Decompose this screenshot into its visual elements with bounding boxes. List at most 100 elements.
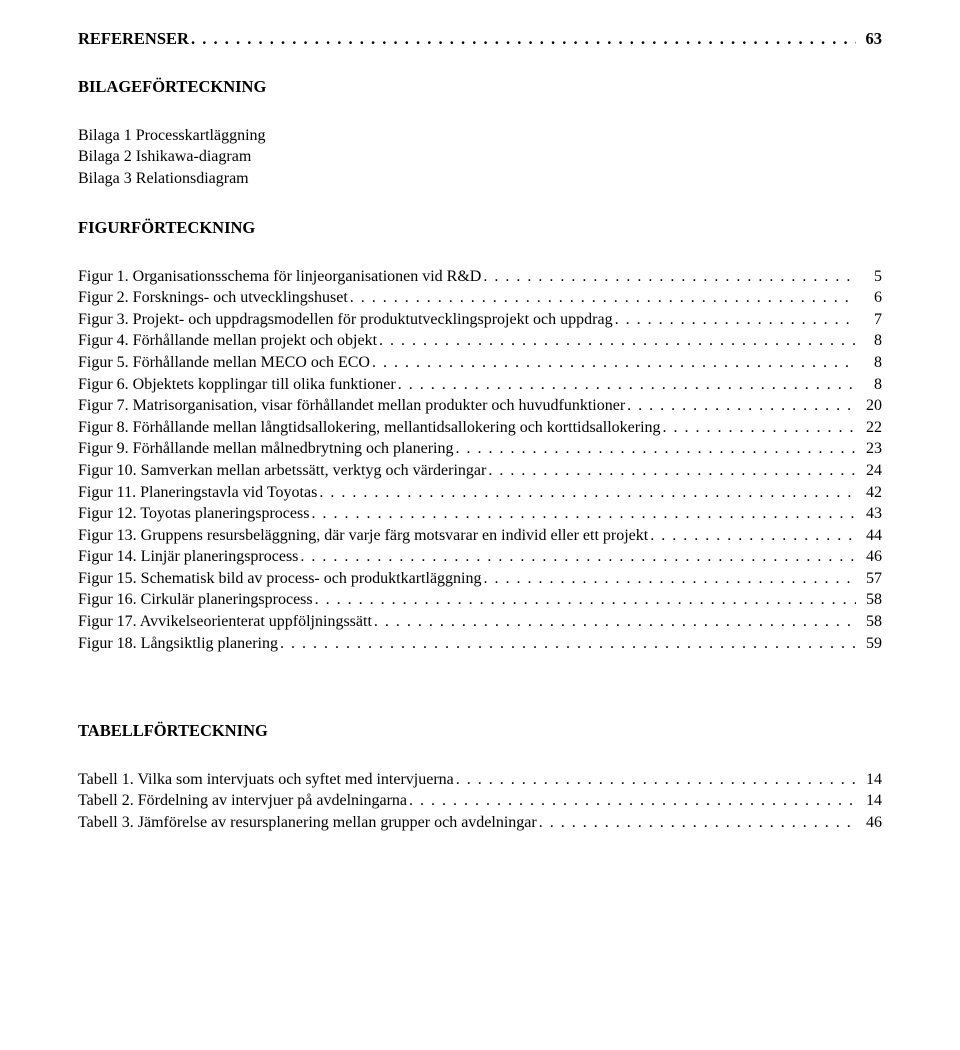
toc-dots: . . . . . . . . . . . . . . . . . . . . … bbox=[379, 330, 856, 352]
toc-entry: Tabell 3. Jämförelse av resursplanering … bbox=[78, 812, 882, 834]
bilaga-list: Bilaga 1 Processkartläggning Bilaga 2 Is… bbox=[78, 125, 882, 190]
toc-entry: Figur 15. Schematisk bild av process- oc… bbox=[78, 568, 882, 590]
toc-label: Tabell 1. Vilka som intervjuats och syft… bbox=[78, 769, 454, 791]
bilaga-item: Bilaga 3 Relationsdiagram bbox=[78, 168, 882, 190]
toc-entry: Figur 7. Matrisorganisation, visar förhå… bbox=[78, 395, 882, 417]
toc-dots: . . . . . . . . . . . . . . . . . . . . … bbox=[455, 438, 856, 460]
toc-label: Figur 9. Förhållande mellan målnedbrytni… bbox=[78, 438, 453, 460]
toc-page: 14 bbox=[858, 769, 882, 791]
referenser-page: 63 bbox=[858, 28, 882, 50]
toc-page: 20 bbox=[858, 395, 882, 417]
spacer bbox=[78, 654, 882, 698]
toc-dots: . . . . . . . . . . . . . . . . . . . . … bbox=[280, 633, 856, 655]
toc-page: 44 bbox=[858, 525, 882, 547]
toc-label: Figur 5. Förhållande mellan MECO och ECO bbox=[78, 352, 370, 374]
toc-page: 8 bbox=[858, 352, 882, 374]
toc-entry: Figur 13. Gruppens resursbeläggning, där… bbox=[78, 525, 882, 547]
toc-dots: . . . . . . . . . . . . . . . . . . . . … bbox=[456, 769, 856, 791]
toc-label: Figur 2. Forsknings- och utvecklingshuse… bbox=[78, 287, 348, 309]
toc-page: 23 bbox=[858, 438, 882, 460]
toc-dots: . . . . . . . . . . . . . . . . . . . . … bbox=[315, 589, 856, 611]
spacer bbox=[78, 747, 882, 769]
toc-page: 59 bbox=[858, 633, 882, 655]
toc-dots: . . . . . . . . . . . . . . . . . . . . … bbox=[663, 417, 856, 439]
toc-dots: . . . . . . . . . . . . . . . . . . . . … bbox=[539, 812, 856, 834]
toc-page: 46 bbox=[858, 546, 882, 568]
toc-dots: . . . . . . . . . . . . . . . . . . . . … bbox=[374, 611, 856, 633]
toc-entry: Tabell 1. Vilka som intervjuats och syft… bbox=[78, 769, 882, 791]
toc-entry: Figur 5. Förhållande mellan MECO och ECO… bbox=[78, 352, 882, 374]
toc-entry: Tabell 2. Fördelning av intervjuer på av… bbox=[78, 790, 882, 812]
toc-entry: Figur 11. Planeringstavla vid Toyotas. .… bbox=[78, 482, 882, 504]
toc-label: Figur 3. Projekt- och uppdragsmodellen f… bbox=[78, 309, 613, 331]
toc-label: Figur 11. Planeringstavla vid Toyotas bbox=[78, 482, 317, 504]
toc-page: 22 bbox=[858, 417, 882, 439]
bilaga-item: Bilaga 2 Ishikawa-diagram bbox=[78, 146, 882, 168]
toc-page: 46 bbox=[858, 812, 882, 834]
toc-page: 58 bbox=[858, 611, 882, 633]
toc-entry: Figur 8. Förhållande mellan långtidsallo… bbox=[78, 417, 882, 439]
toc-page: 57 bbox=[858, 568, 882, 590]
referenser-label: REFERENSER bbox=[78, 28, 189, 50]
toc-dots: . . . . . . . . . . . . . . . . . . . . … bbox=[483, 266, 856, 288]
toc-dots: . . . . . . . . . . . . . . . . . . . . … bbox=[650, 525, 856, 547]
toc-entry: Figur 3. Projekt- och uppdragsmodellen f… bbox=[78, 309, 882, 331]
toc-entry: Figur 16. Cirkulär planeringsprocess. . … bbox=[78, 589, 882, 611]
toc-label: Figur 1. Organisationsschema för linjeor… bbox=[78, 266, 481, 288]
toc-page: 42 bbox=[858, 482, 882, 504]
referenser-line: REFERENSER . . . . . . . . . . . . . . .… bbox=[78, 28, 882, 50]
toc-label: Figur 7. Matrisorganisation, visar förhå… bbox=[78, 395, 625, 417]
toc-entry: Figur 10. Samverkan mellan arbetssätt, v… bbox=[78, 460, 882, 482]
toc-label: Figur 17. Avvikelseorienterat uppföljnin… bbox=[78, 611, 372, 633]
toc-label: Figur 12. Toyotas planeringsprocess bbox=[78, 503, 309, 525]
toc-dots: . . . . . . . . . . . . . . . . . . . . … bbox=[300, 546, 856, 568]
toc-dots: . . . . . . . . . . . . . . . . . . . . … bbox=[483, 568, 856, 590]
figurforteckning-heading: FIGURFÖRTECKNING bbox=[78, 217, 882, 239]
toc-dots: . . . . . . . . . . . . . . . . . . . . … bbox=[191, 28, 856, 50]
toc-entry: Figur 6. Objektets kopplingar till olika… bbox=[78, 374, 882, 396]
toc-page: 6 bbox=[858, 287, 882, 309]
toc-dots: . . . . . . . . . . . . . . . . . . . . … bbox=[319, 482, 856, 504]
toc-dots: . . . . . . . . . . . . . . . . . . . . … bbox=[372, 352, 856, 374]
tabellforteckning-heading: TABELLFÖRTECKNING bbox=[78, 720, 882, 742]
toc-page: 7 bbox=[858, 309, 882, 331]
toc-dots: . . . . . . . . . . . . . . . . . . . . … bbox=[488, 460, 856, 482]
figur-list: Figur 1. Organisationsschema för linjeor… bbox=[78, 266, 882, 655]
toc-label: Figur 6. Objektets kopplingar till olika… bbox=[78, 374, 396, 396]
spacer bbox=[78, 698, 882, 720]
tabell-list: Tabell 1. Vilka som intervjuats och syft… bbox=[78, 769, 882, 834]
toc-entry: Figur 1. Organisationsschema för linjeor… bbox=[78, 266, 882, 288]
toc-dots: . . . . . . . . . . . . . . . . . . . . … bbox=[627, 395, 856, 417]
toc-dots: . . . . . . . . . . . . . . . . . . . . … bbox=[409, 790, 856, 812]
toc-dots: . . . . . . . . . . . . . . . . . . . . … bbox=[311, 503, 856, 525]
toc-label: Figur 16. Cirkulär planeringsprocess bbox=[78, 589, 313, 611]
toc-label: Figur 13. Gruppens resursbeläggning, där… bbox=[78, 525, 648, 547]
toc-page: 8 bbox=[858, 330, 882, 352]
toc-entry: Figur 17. Avvikelseorienterat uppföljnin… bbox=[78, 611, 882, 633]
toc-label: Figur 8. Förhållande mellan långtidsallo… bbox=[78, 417, 661, 439]
toc-entry: Figur 9. Förhållande mellan målnedbrytni… bbox=[78, 438, 882, 460]
spacer bbox=[78, 244, 882, 266]
toc-page: 8 bbox=[858, 374, 882, 396]
bilaga-item: Bilaga 1 Processkartläggning bbox=[78, 125, 882, 147]
toc-label: Figur 18. Långsiktlig planering bbox=[78, 633, 278, 655]
toc-entry: Figur 18. Långsiktlig planering. . . . .… bbox=[78, 633, 882, 655]
toc-dots: . . . . . . . . . . . . . . . . . . . . … bbox=[615, 309, 856, 331]
toc-entry: Figur 2. Forsknings- och utvecklingshuse… bbox=[78, 287, 882, 309]
toc-label: Figur 15. Schematisk bild av process- oc… bbox=[78, 568, 481, 590]
toc-page: 14 bbox=[858, 790, 882, 812]
toc-page: 58 bbox=[858, 589, 882, 611]
toc-page: 24 bbox=[858, 460, 882, 482]
toc-label: Tabell 2. Fördelning av intervjuer på av… bbox=[78, 790, 407, 812]
spacer bbox=[78, 103, 882, 125]
bilageforteckning-heading: BILAGEFÖRTECKNING bbox=[78, 76, 882, 98]
toc-entry: Figur 4. Förhållande mellan projekt och … bbox=[78, 330, 882, 352]
toc-entry: Figur 14. Linjär planeringsprocess. . . … bbox=[78, 546, 882, 568]
toc-dots: . . . . . . . . . . . . . . . . . . . . … bbox=[350, 287, 856, 309]
toc-page: 5 bbox=[858, 266, 882, 288]
toc-label: Figur 14. Linjär planeringsprocess bbox=[78, 546, 298, 568]
spacer bbox=[78, 54, 882, 76]
toc-entry: Figur 12. Toyotas planeringsprocess. . .… bbox=[78, 503, 882, 525]
toc-dots: . . . . . . . . . . . . . . . . . . . . … bbox=[398, 374, 856, 396]
toc-page: 43 bbox=[858, 503, 882, 525]
